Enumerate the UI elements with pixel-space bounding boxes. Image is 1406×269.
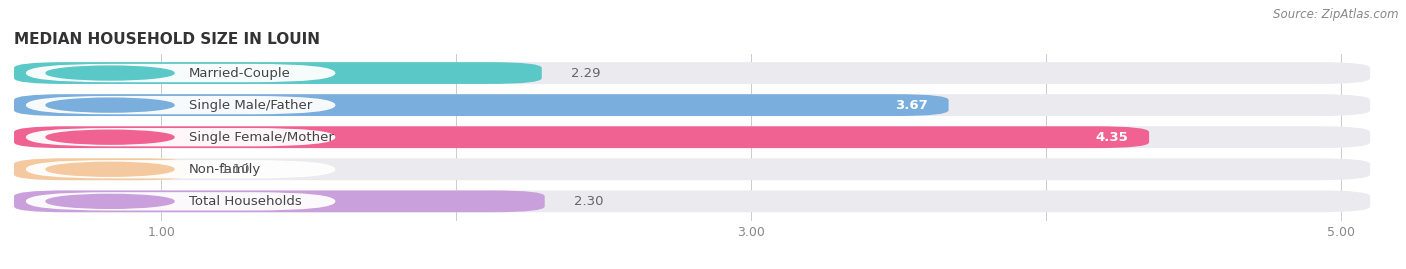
FancyBboxPatch shape bbox=[14, 62, 541, 84]
Circle shape bbox=[46, 162, 174, 176]
FancyBboxPatch shape bbox=[14, 158, 191, 180]
Text: Single Female/Mother: Single Female/Mother bbox=[188, 131, 333, 144]
FancyBboxPatch shape bbox=[25, 160, 336, 178]
Text: 2.29: 2.29 bbox=[571, 66, 600, 80]
Text: Non-family: Non-family bbox=[188, 163, 262, 176]
Text: Source: ZipAtlas.com: Source: ZipAtlas.com bbox=[1274, 8, 1399, 21]
Circle shape bbox=[46, 194, 174, 208]
FancyBboxPatch shape bbox=[14, 190, 544, 212]
Text: MEDIAN HOUSEHOLD SIZE IN LOUIN: MEDIAN HOUSEHOLD SIZE IN LOUIN bbox=[14, 32, 321, 47]
Text: 2.30: 2.30 bbox=[574, 195, 603, 208]
Circle shape bbox=[46, 98, 174, 112]
FancyBboxPatch shape bbox=[14, 94, 949, 116]
FancyBboxPatch shape bbox=[25, 64, 336, 82]
FancyBboxPatch shape bbox=[25, 128, 336, 146]
FancyBboxPatch shape bbox=[25, 192, 336, 211]
Text: Single Male/Father: Single Male/Father bbox=[188, 99, 312, 112]
Text: Married-Couple: Married-Couple bbox=[188, 66, 291, 80]
FancyBboxPatch shape bbox=[25, 96, 336, 114]
Circle shape bbox=[46, 130, 174, 144]
Text: Total Households: Total Households bbox=[188, 195, 301, 208]
Text: 3.67: 3.67 bbox=[896, 99, 928, 112]
FancyBboxPatch shape bbox=[14, 158, 1371, 180]
Circle shape bbox=[46, 66, 174, 80]
FancyBboxPatch shape bbox=[14, 94, 1371, 116]
FancyBboxPatch shape bbox=[14, 126, 1371, 148]
FancyBboxPatch shape bbox=[14, 126, 1149, 148]
FancyBboxPatch shape bbox=[14, 190, 1371, 212]
Text: 1.10: 1.10 bbox=[221, 163, 250, 176]
Text: 4.35: 4.35 bbox=[1095, 131, 1129, 144]
FancyBboxPatch shape bbox=[14, 62, 1371, 84]
